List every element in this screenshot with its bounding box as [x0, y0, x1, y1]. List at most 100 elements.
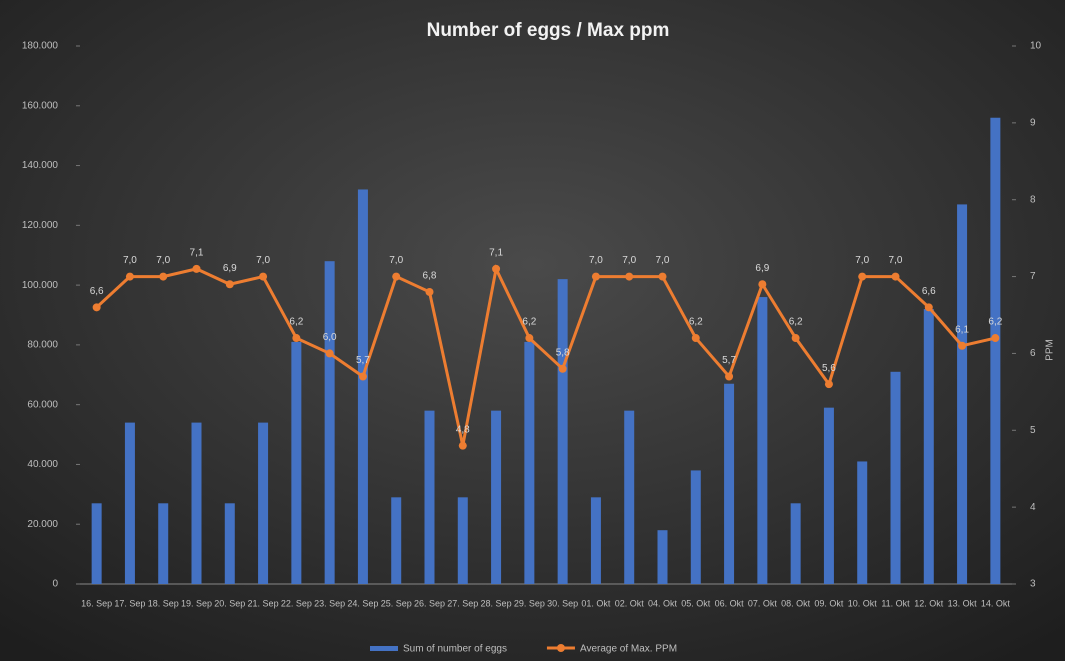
y-tick-label: 160.000: [22, 100, 59, 111]
line-marker: [292, 334, 300, 342]
bar: [724, 384, 734, 584]
x-tick-label: 26. Sep: [414, 598, 445, 608]
y-tick-label: 120.000: [22, 220, 59, 231]
line-marker: [592, 273, 600, 281]
y-tick-label: 20.000: [27, 519, 58, 530]
line-marker: [692, 334, 700, 342]
y-tick-label: 60.000: [27, 399, 58, 410]
y2-tick-label: 3: [1030, 579, 1036, 590]
data-label: 5,6: [822, 363, 836, 374]
line-marker: [925, 303, 933, 311]
data-label: 6,2: [522, 317, 536, 328]
bar: [891, 372, 901, 584]
bar: [358, 189, 368, 584]
data-label: 6,2: [789, 317, 803, 328]
bar: [957, 204, 967, 584]
bar: [757, 297, 767, 584]
data-label: 6,8: [423, 271, 437, 282]
x-tick-label: 21. Sep: [248, 598, 279, 608]
line-marker: [326, 349, 334, 357]
x-tick-label: 02. Okt: [615, 598, 645, 608]
data-label: 6,2: [289, 317, 303, 328]
x-tick-label: 16. Sep: [81, 598, 112, 608]
x-tick-label: 29. Sep: [514, 598, 545, 608]
y-tick-label: 80.000: [27, 340, 58, 351]
bar: [491, 411, 501, 584]
bar: [192, 423, 202, 584]
y-tick-label: 180.000: [22, 41, 59, 52]
y2-tick-label: 6: [1030, 348, 1036, 359]
y2-tick-label: 10: [1030, 41, 1042, 52]
line-marker: [991, 334, 999, 342]
data-label: 6,9: [755, 263, 769, 274]
x-tick-label: 20. Sep: [214, 598, 245, 608]
bar: [458, 497, 468, 584]
data-label: 7,1: [190, 248, 204, 259]
x-tick-label: 30. Sep: [547, 598, 578, 608]
x-tick-label: 10. Okt: [848, 598, 878, 608]
y-tick-label: 0: [52, 579, 58, 590]
x-tick-label: 22. Sep: [281, 598, 312, 608]
data-label: 5,7: [356, 355, 370, 366]
bar: [325, 261, 335, 584]
line-marker: [892, 273, 900, 281]
line-marker: [625, 273, 633, 281]
bar: [658, 530, 668, 584]
bar: [624, 411, 634, 584]
x-tick-label: 07. Okt: [748, 598, 778, 608]
legend-swatch: [370, 646, 398, 651]
legend-swatch: [557, 644, 565, 652]
data-label: 6,2: [689, 317, 703, 328]
data-label: 4,8: [456, 424, 470, 435]
data-label: 5,8: [556, 347, 570, 358]
y2-tick-label: 8: [1030, 194, 1036, 205]
line-marker: [792, 334, 800, 342]
x-tick-label: 05. Okt: [681, 598, 711, 608]
bar: [92, 503, 102, 584]
data-label: 6,6: [922, 286, 936, 297]
line-marker: [126, 273, 134, 281]
bar: [791, 503, 801, 584]
bar: [225, 503, 235, 584]
x-tick-label: 01. Okt: [581, 598, 611, 608]
x-tick-label: 13. Okt: [948, 598, 978, 608]
line-marker: [226, 280, 234, 288]
bar: [291, 342, 301, 584]
line-marker: [492, 265, 500, 273]
x-tick-label: 06. Okt: [715, 598, 745, 608]
x-tick-label: 18. Sep: [148, 598, 179, 608]
x-tick-label: 28. Sep: [481, 598, 512, 608]
line-marker: [426, 288, 434, 296]
x-tick-label: 23. Sep: [314, 598, 345, 608]
bar: [158, 503, 168, 584]
data-label: 7,1: [489, 248, 503, 259]
line-marker: [359, 372, 367, 380]
x-tick-label: 11. Okt: [881, 598, 910, 608]
x-tick-label: 24. Sep: [347, 598, 378, 608]
line-marker: [392, 273, 400, 281]
y2-tick-label: 9: [1030, 117, 1036, 128]
y-tick-label: 140.000: [22, 160, 59, 171]
data-label: 6,2: [988, 317, 1002, 328]
x-tick-label: 14. Okt: [981, 598, 1011, 608]
y-tick-label: 100.000: [22, 280, 59, 291]
data-label: 7,0: [256, 255, 270, 266]
bar: [824, 408, 834, 584]
legend-label: Sum of number of eggs: [403, 644, 507, 655]
x-tick-label: 09. Okt: [814, 598, 844, 608]
y-tick-label: 40.000: [27, 459, 58, 470]
line-marker: [725, 372, 733, 380]
line-marker: [958, 342, 966, 350]
data-label: 5,7: [722, 355, 736, 366]
y2-tick-label: 4: [1030, 502, 1036, 513]
x-tick-label: 12. Okt: [914, 598, 944, 608]
line-marker: [159, 273, 167, 281]
line-marker: [758, 280, 766, 288]
data-label: 7,0: [156, 255, 170, 266]
data-label: 6,6: [90, 286, 104, 297]
bar: [125, 423, 135, 584]
line-marker: [193, 265, 201, 273]
bar: [558, 279, 568, 584]
y2-axis-title: PPM: [1045, 339, 1056, 361]
x-tick-label: 27. Sep: [447, 598, 478, 608]
